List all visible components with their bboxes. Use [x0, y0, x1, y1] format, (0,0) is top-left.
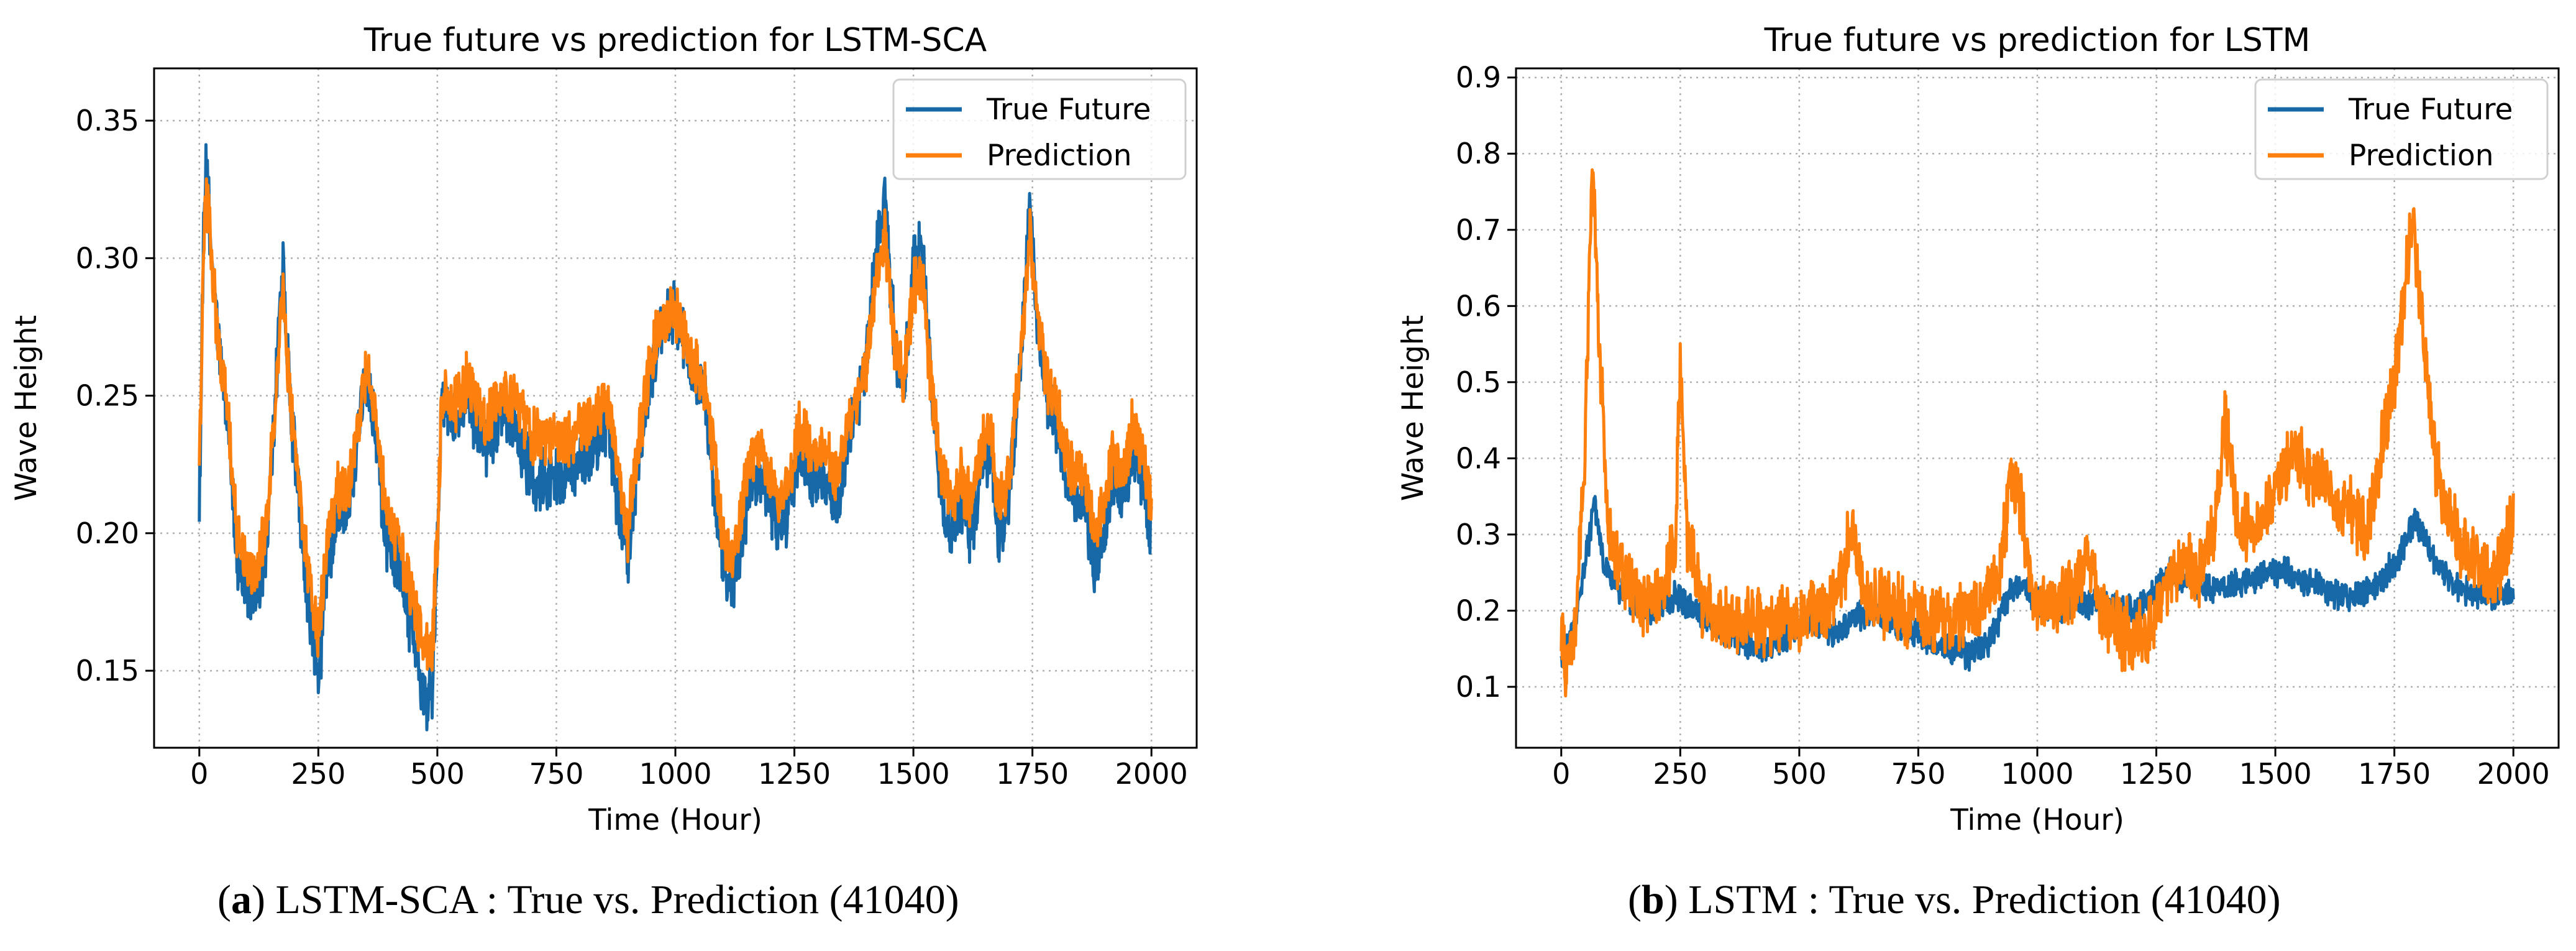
y-tick-label: 0.30 — [76, 241, 139, 275]
y-tick-label: 0.8 — [1456, 137, 1501, 170]
y-axis-label: Wave Height — [1396, 315, 1430, 501]
x-tick-label: 750 — [1891, 757, 1946, 791]
y-tick-label: 0.3 — [1456, 518, 1501, 551]
x-tick-label: 500 — [1772, 757, 1827, 791]
legend-box — [892, 78, 1187, 180]
x-tick-label: 1000 — [2001, 757, 2073, 791]
x-tick-label: 250 — [1653, 757, 1707, 791]
chart-title: True future vs prediction for LSTM-SCA — [363, 22, 987, 59]
y-tick-label: 0.4 — [1456, 441, 1501, 475]
x-tick-label: 0 — [190, 757, 208, 791]
chart-b: 0 250 500 750 1000 1250 1500 1750 2000 0.1 0.2 0.3 0… — [1396, 22, 2560, 837]
x-tick-label: 750 — [529, 757, 584, 791]
x-tick-label: 0 — [1552, 757, 1570, 791]
x-tick-label: 2000 — [2477, 757, 2550, 791]
legend-label: True Future — [986, 93, 1151, 127]
caption-b: (b) LSTM : True vs. Prediction (41040) — [1628, 877, 2281, 922]
x-tick-label: 250 — [291, 757, 345, 791]
y-tick-label: 0.1 — [1456, 670, 1501, 704]
caption-a: (a) LSTM-SCA : True vs. Prediction (4104… — [217, 877, 959, 922]
x-tick-label: 1750 — [996, 757, 1069, 791]
series-prediction — [1560, 168, 2515, 698]
y-tick-label: 0.7 — [1456, 213, 1501, 247]
chart-a: 0 250 500 750 1000 1250 1500 1750 2000 0.15 0.20 0.… — [9, 22, 1198, 837]
x-tick-label: 1000 — [639, 757, 711, 791]
x-tick-label: 1500 — [877, 757, 950, 791]
y-tick-label: 0.25 — [76, 379, 139, 413]
x-axis-label: Time (Hour) — [588, 803, 762, 837]
legend-label: True Future — [2348, 93, 2513, 127]
x-tick-label: 1750 — [2358, 757, 2431, 791]
legend-label: Prediction — [987, 139, 1132, 173]
x-tick-label: 1500 — [2239, 757, 2312, 791]
y-tick-label: 0.9 — [1456, 61, 1501, 94]
legend-label: Prediction — [2349, 139, 2494, 173]
y-tick-label: 0.6 — [1456, 289, 1501, 323]
y-axis-label: Wave Height — [9, 315, 43, 501]
x-tick-label: 2000 — [1115, 757, 1188, 791]
x-tick-label: 1250 — [758, 757, 831, 791]
x-tick-label: 1250 — [2120, 757, 2193, 791]
y-tick-label: 0.15 — [76, 654, 139, 687]
legend: True Future Prediction — [892, 78, 1187, 180]
x-axis-label: Time (Hour) — [1950, 803, 2124, 837]
chart-title: True future vs prediction for LSTM — [1764, 22, 2311, 59]
x-tick-label: 500 — [410, 757, 465, 791]
y-tick-label: 0.5 — [1456, 365, 1501, 399]
y-tick-label: 0.35 — [76, 104, 139, 137]
y-tick-label: 0.2 — [1456, 594, 1501, 627]
y-tick-label: 0.20 — [76, 517, 139, 550]
series-prediction — [198, 177, 1153, 672]
legend-box — [2254, 78, 2549, 180]
legend: True Future Prediction — [2254, 78, 2549, 180]
